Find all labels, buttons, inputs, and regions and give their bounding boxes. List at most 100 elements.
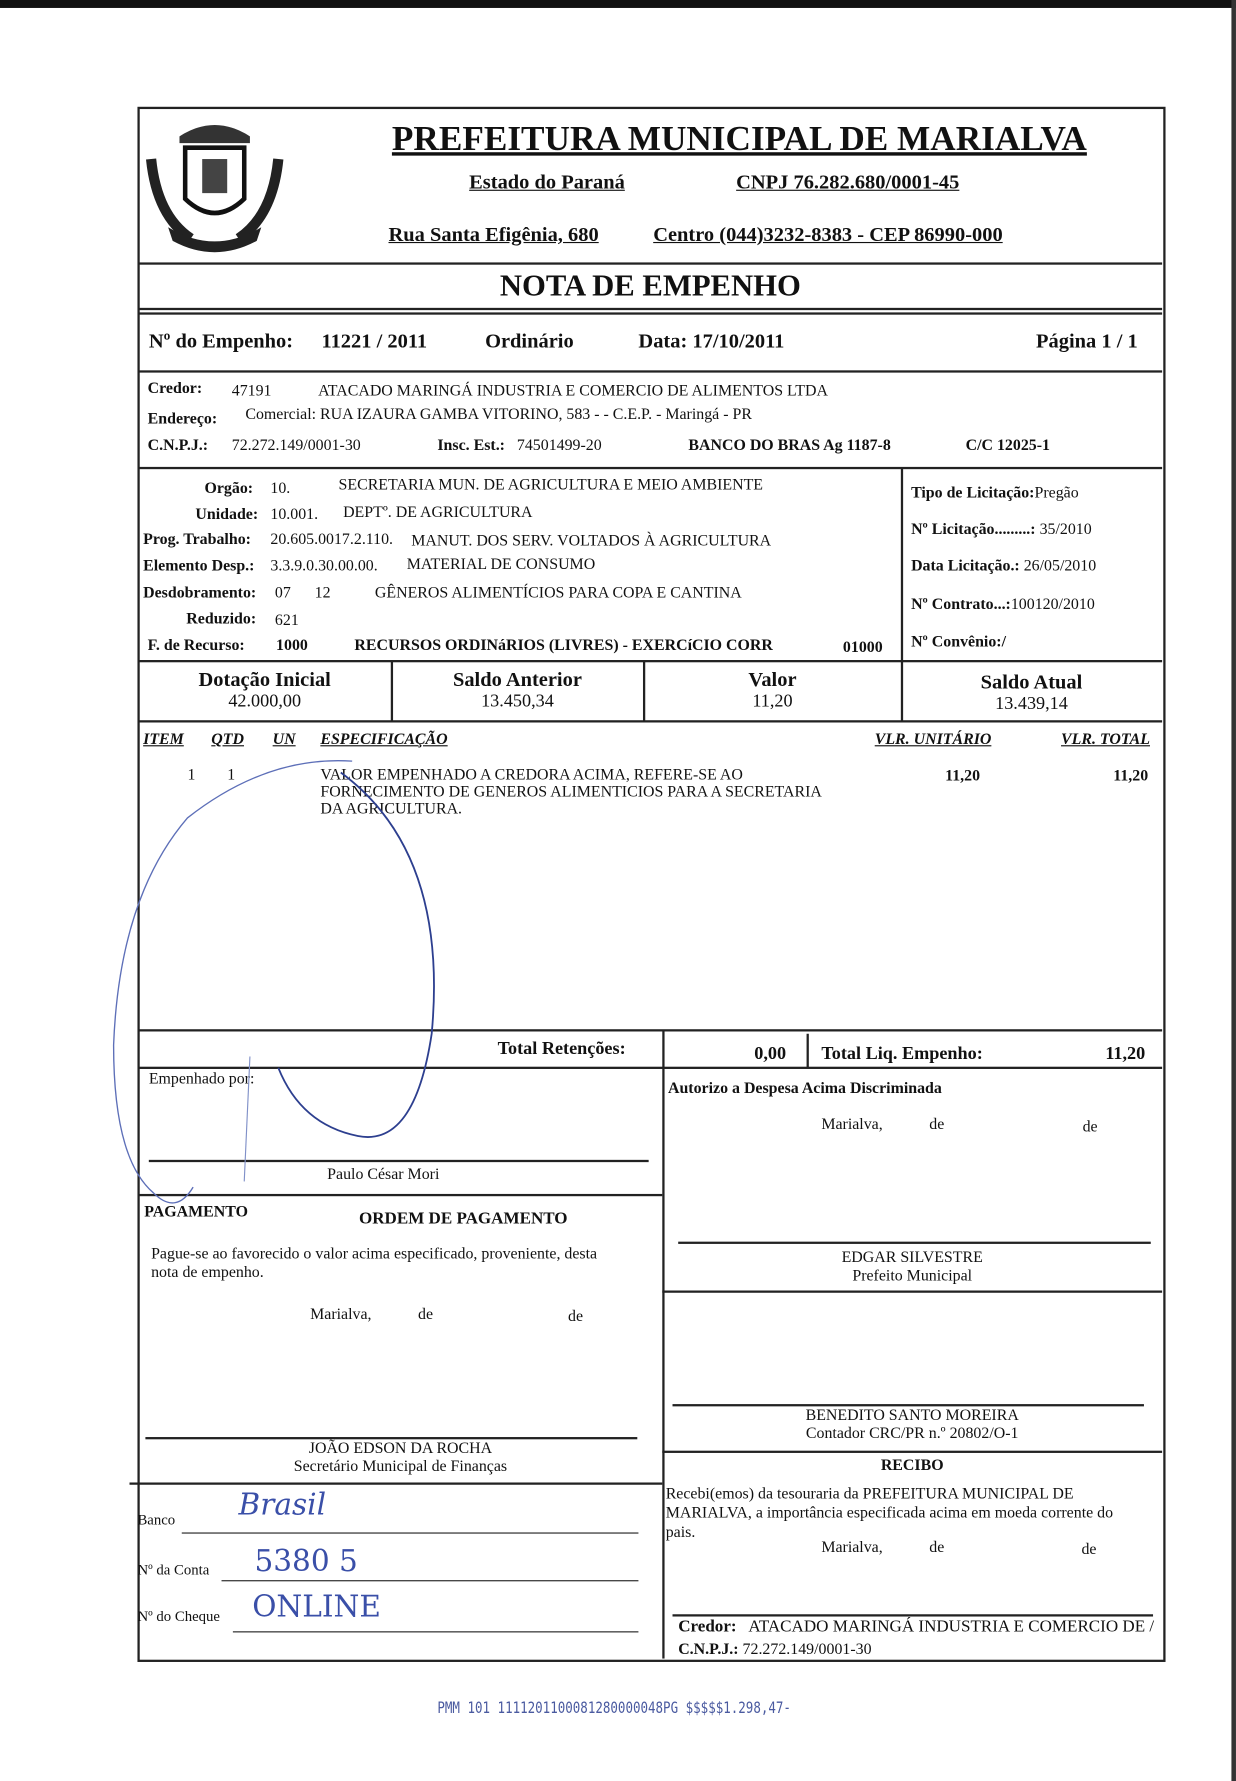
reduzido-value: 621 (274, 612, 299, 630)
recibo-de-2: de (1081, 1541, 1097, 1559)
document-title: NOTA DE EMPENHO (499, 268, 801, 303)
item-qtd: 1 (227, 766, 236, 784)
unidade-label: Unidade: (195, 506, 259, 524)
unidade-code: 10.001. (270, 506, 319, 524)
empenho-number-label: Nº do Empenho: (148, 329, 294, 353)
orgao-name: SECRETARIA MUN. DE AGRICULTURA E MEIO AM… (338, 477, 764, 495)
recurso-name: RECURSOS ORDINáRIOS (LIVRES) - EXERCíCIO… (354, 637, 773, 655)
desdobramento-name: GÊNEROS ALIMENTÍCIOS PARA COPA E CANTINA (374, 585, 742, 603)
empenhado-por-label: Empenhado por: (148, 1071, 255, 1089)
handwritten-signature-mark (112, 759, 435, 1204)
balance-saldo-atual: Saldo Atual 13.439,14 (980, 670, 1083, 714)
recibo-title: RECIBO (880, 1457, 944, 1475)
item-number: 1 (187, 766, 196, 784)
credor-insc: 74501499-20 (516, 437, 602, 455)
state-label: Estado do Paraná (469, 170, 625, 194)
numero-contrato: Nº Contrato...:100120/2010 (911, 596, 1095, 614)
autorizo-label: Autorizo a Despesa Acima Discriminada (667, 1080, 942, 1098)
total-retencoes-label: Total Retenções: (497, 1039, 626, 1059)
pagamento-text: Pague-se ao favorecido o valor acima esp… (151, 1246, 598, 1282)
col-item: ITEM (143, 731, 184, 749)
municipality-address: Rua Santa Efigênia, 680 (388, 222, 599, 246)
municipality-title: PREFEITURA MUNICIPAL DE MARIALVA (391, 118, 1087, 158)
tipo-licitacao: Tipo de Licitação:Pregão (911, 485, 1079, 503)
item-total-value: 11,20 (1113, 767, 1149, 785)
col-qtd: QTD (211, 731, 244, 749)
pagamento-label: PAGAMENTO (144, 1204, 248, 1222)
banco-handwritten: Brasil (238, 1488, 327, 1523)
balance-dotacao-inicial: Dotação Inicial 42.000,00 (198, 667, 331, 712)
autorizo-place: Marialva, (821, 1116, 883, 1134)
credor-name: ATACADO MARINGÁ INDUSTRIA E COMERCIO DE … (318, 382, 828, 400)
orgao-label: Orgão: (204, 480, 254, 498)
conta-handwritten: 5380 5 (254, 1544, 358, 1580)
recurso-number: 01000 (842, 639, 883, 657)
pagamento-de-1: de (418, 1306, 434, 1324)
balance-valor: Valor 11,20 (748, 667, 797, 712)
page-number: Página 1 / 1 (1036, 329, 1138, 353)
elemento-name: MATERIAL DE CONSUMO (406, 556, 596, 574)
banco-label: Banco (137, 1510, 176, 1528)
elemento-label: Elemento Desp.: (143, 557, 255, 575)
col-vlr-unitario: VLR. UNITÁRIO (874, 731, 992, 749)
recibo-credor: Credor: ATACADO MARINGÁ INDUSTRIA E COME… (678, 1617, 1155, 1636)
orgao-code: 10. (270, 480, 291, 498)
recibo-text: Recebi(emos) da tesouraria da PREFEITURA… (665, 1485, 1114, 1542)
scan-right-edge (1231, 0, 1236, 1781)
credor-account: C/C 12025-1 (965, 437, 1050, 455)
municipality-cnpj: CNPJ 76.282.680/0001-45 (736, 170, 960, 194)
desdobramento-label: Desdobramento: (143, 585, 257, 603)
numero-convenio: Nº Convênio:/ (911, 633, 1007, 651)
col-especificacao: ESPECIFICAÇÃO (320, 731, 448, 749)
conta-label: Nº da Conta (137, 1560, 210, 1578)
col-vlr-total: VLR. TOTAL (1061, 731, 1150, 749)
ordem-pagamento-title: ORDEM DE PAGAMENTO (358, 1209, 568, 1229)
autorizo-de-1: de (929, 1116, 945, 1134)
credor-code: 47191 (231, 382, 272, 400)
total-retencoes-value: 0,00 (754, 1043, 787, 1064)
recurso-label: F. de Recurso: (147, 637, 245, 655)
reduzido-label: Reduzido: (186, 611, 257, 629)
insc-label: Insc. Est.: (437, 437, 505, 455)
credor-address: Comercial: RUA IZAURA GAMBA VITORINO, 58… (245, 406, 752, 424)
credor-cnpj: 72.272.149/0001-30 (231, 437, 361, 455)
item-unit-value: 11,20 (945, 767, 981, 785)
credor-label: Credor: (147, 380, 203, 398)
item-spec: VALOR EMPENHADO A CREDORA ACIMA, REFERE-… (320, 766, 822, 818)
municipal-coat-of-arms-logo (146, 124, 284, 253)
pagamento-place: Marialva, (310, 1306, 372, 1324)
prefeito-signature: EDGAR SILVESTRE Prefeito Municipal (841, 1249, 983, 1285)
col-un: UN (272, 731, 296, 749)
cheque-handwritten: ONLINE (252, 1590, 381, 1625)
unidade-name: DEPTº. DE AGRICULTURA (343, 504, 533, 522)
cheque-label: Nº do Cheque (137, 1607, 220, 1625)
scan-top-edge (0, 0, 1236, 8)
contador-signature: BENEDITO SANTO MOREIRA Contador CRC/PR n.… (805, 1407, 1019, 1443)
data-licitacao: Data Licitação.: 26/05/2010 (911, 557, 1097, 575)
desdobramento-code: 07 12 (274, 585, 331, 603)
autorizo-de-2: de (1082, 1118, 1098, 1136)
empenho-date: Data: 17/10/2011 (638, 329, 785, 353)
prog-trabalho-label: Prog. Trabalho: (143, 531, 251, 549)
balance-saldo-anterior: Saldo Anterior 13.450,34 (452, 667, 582, 712)
credor-bank: BANCO DO BRAS Ag 1187-8 (688, 437, 891, 455)
prog-trabalho-name: MANUT. DOS SERV. VOLTADOS À AGRICULTURA (411, 532, 772, 550)
empenhado-por-name: Paulo César Mori (327, 1166, 440, 1184)
prog-trabalho-code: 20.605.0017.2.110. (270, 531, 394, 549)
document-frame (137, 106, 1166, 1662)
cnpj-label: C.N.P.J.: (147, 437, 209, 455)
total-liq-value: 11,20 (1105, 1043, 1146, 1064)
footer-control-code: PMM 101 1111201100081280000048PG $$$$$1.… (437, 1698, 791, 1718)
empenho-number: 11221 / 2011 (321, 329, 428, 353)
recibo-cnpj: C.N.P.J.: 72.272.149/0001-30 (678, 1641, 872, 1659)
elemento-code: 3.3.9.0.30.00.00. (270, 557, 378, 575)
total-liq-label: Total Liq. Empenho: (821, 1043, 983, 1064)
pagamento-de-2: de (568, 1308, 584, 1326)
recibo-de-1: de (929, 1539, 945, 1557)
recibo-place: Marialva, (821, 1539, 883, 1557)
recurso-code: 1000 (276, 637, 308, 655)
municipality-contact: Centro (044)3232-8383 - CEP 86990-000 (653, 222, 1003, 246)
secretario-signature: JOÃO EDSON DA ROCHA Secretário Municipal … (293, 1440, 508, 1476)
address-label: Endereço: (147, 411, 218, 429)
